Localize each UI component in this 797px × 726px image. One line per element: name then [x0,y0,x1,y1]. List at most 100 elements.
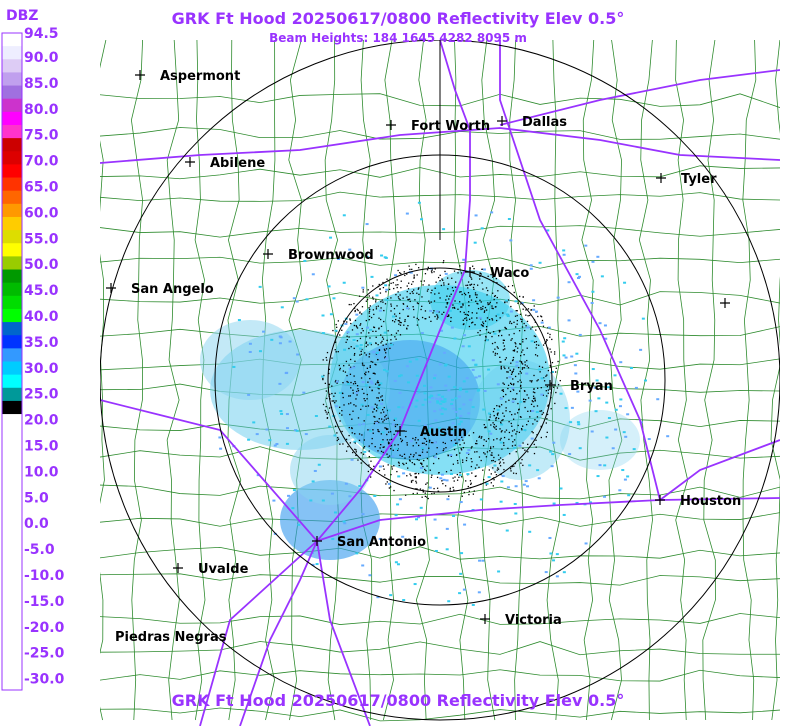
clutter-dot [520,462,522,464]
clutter-dot [368,332,370,334]
echo-dot [311,480,315,483]
clutter-dot [380,396,382,398]
clutter-dot [413,454,415,456]
echo-dot [619,361,623,364]
clutter-dot [383,419,385,421]
clutter-dot [527,410,529,412]
clutter-dot [492,439,495,441]
clutter-dot [492,276,494,278]
echo-dot [457,423,461,426]
clutter-dot [499,361,501,363]
clutter-dot [365,336,367,338]
clutter-dot [491,335,493,338]
city-label: Uvalde [198,562,249,577]
clutter-dot [354,448,356,450]
clutter-dot [350,381,352,384]
color-band [2,584,22,599]
clutter-dot [384,416,386,418]
city-marker [135,70,145,80]
clutter-dot [415,480,417,482]
clutter-dot [368,353,371,355]
echo-dot [355,391,359,394]
clutter-dot [375,353,378,355]
clutter-dot [471,317,473,319]
echo-dot [295,300,299,303]
clutter-dot [362,291,364,293]
echo-dot [462,403,466,406]
clutter-dot [463,311,465,314]
echo-dot [474,376,478,379]
clutter-dot [453,489,455,491]
clutter-dot [518,330,521,332]
echo-dot [575,352,579,355]
clutter-dot [434,315,436,318]
echo-dot [433,410,437,413]
clutter-dot [418,459,420,461]
echo-dot [476,389,480,392]
clutter-dot [532,391,535,393]
clutter-dot [508,438,510,441]
clutter-dot [372,372,375,375]
clutter-dot [394,444,396,446]
clutter-dot [351,418,353,420]
echo-dot [407,381,411,384]
clutter-dot [456,479,459,481]
echo-dot [384,256,388,259]
clutter-dot [380,443,382,446]
echo-dot [573,364,577,367]
echo-dot [397,475,401,478]
clutter-dot [518,409,520,411]
clutter-dot [513,439,516,441]
clutter-dot [506,377,508,379]
clutter-dot [538,365,541,368]
clutter-dot [536,416,539,418]
echo-dot [497,570,501,573]
clutter-dot [339,367,341,370]
clutter-dot [384,474,386,476]
color-band [2,453,22,468]
echo-dot [499,500,503,503]
clutter-dot [361,362,364,364]
echo-dot [348,495,352,498]
clutter-dot [414,299,416,301]
clutter-dot [491,452,493,454]
city-label: Dallas [522,115,567,130]
clutter-dot [547,389,550,391]
echo-dot [447,375,451,378]
clutter-dot [522,367,524,369]
clutter-dot [477,331,479,334]
echo-dot [387,482,391,485]
clutter-dot [533,405,535,408]
echo-dot [500,423,504,426]
clutter-dot [391,468,393,470]
clutter-dot [357,309,359,312]
clutter-dot [410,283,413,285]
echo-dot [627,494,631,497]
clutter-dot [407,315,410,317]
clutter-dot [354,352,356,355]
echo-dot [438,363,442,366]
clutter-dot [488,419,491,421]
clutter-dot [477,303,479,305]
clutter-dot [385,291,387,293]
clutter-dot [482,305,484,308]
echo-dot [429,309,433,312]
clutter-dot [452,477,454,479]
clutter-dot [510,422,512,425]
clutter-dot [509,411,511,413]
echo-dot [466,473,470,476]
echo-dot [321,332,325,335]
clutter-dot [489,301,491,304]
clutter-dot [459,301,461,303]
clutter-dot [466,284,469,286]
clutter-dot [535,439,537,441]
echo-dot [344,482,348,485]
clutter-dot [512,349,514,352]
clutter-dot [511,285,514,287]
clutter-dot [385,352,387,354]
clutter-dot [490,473,492,475]
clutter-dot [541,366,544,368]
clutter-dot [433,487,435,490]
clutter-dot [509,453,511,455]
clutter-dot [352,383,355,385]
